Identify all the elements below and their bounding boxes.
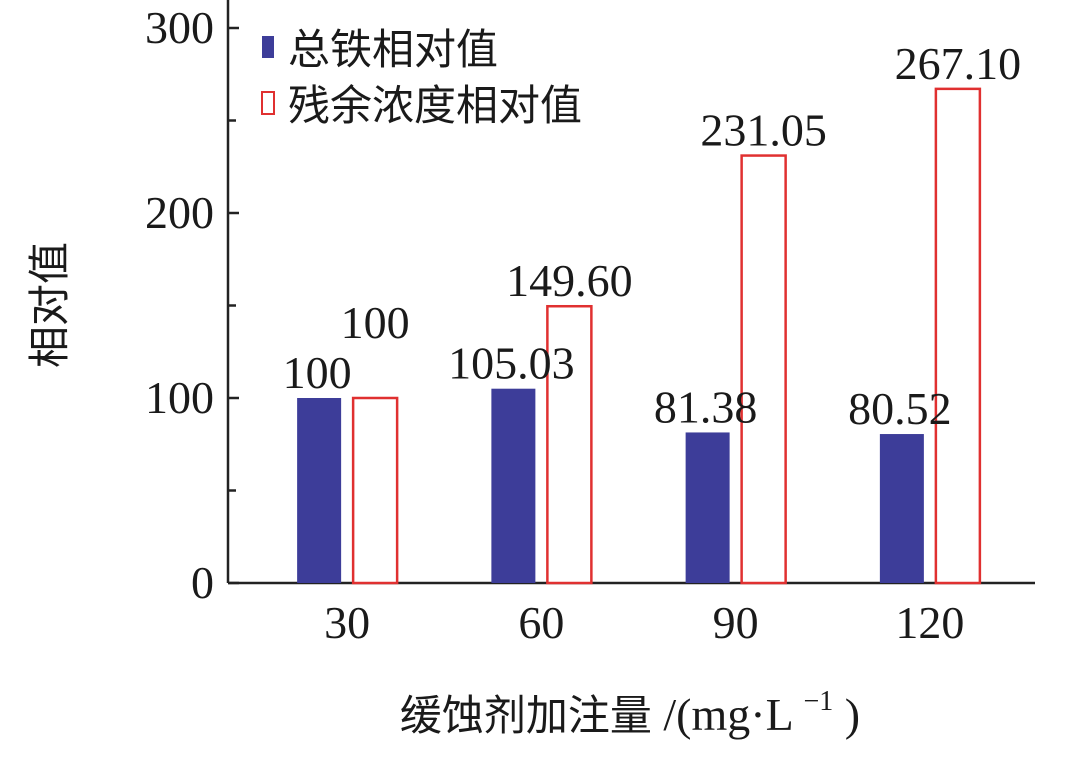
bar: [491, 388, 536, 583]
bars: [297, 87, 982, 585]
bar-data-label: 149.60: [506, 255, 633, 306]
axes: 0 100 200 300 30 60 90 120: [145, 0, 1035, 648]
bar-data-label: 100: [341, 297, 410, 348]
x-axis-title-main: 缓蚀剂加注量: [400, 691, 652, 740]
bar: [879, 434, 924, 583]
y-tick-label: 0: [191, 557, 214, 608]
y-tick-label: 300: [145, 2, 214, 53]
bar: [297, 398, 342, 583]
bar-data-label: 231.05: [700, 105, 827, 156]
x-tick-label: 90: [713, 597, 759, 648]
x-axis-title-unit-exp: −1: [803, 686, 833, 717]
bar-data-label: 105.03: [448, 338, 575, 389]
bar-data-label: 81.38: [654, 381, 758, 432]
x-tick-label: 120: [895, 597, 964, 648]
bar-data-label: 100: [283, 347, 352, 398]
x-axis-title-unit: /(mg·L: [663, 689, 792, 740]
bar: [685, 432, 730, 583]
bar: [740, 154, 787, 585]
legend-label: 残余浓度相对值: [288, 81, 582, 130]
legend-label: 总铁相对值: [288, 25, 498, 74]
x-tick-label: 30: [324, 597, 370, 648]
x-tick-label: 60: [518, 597, 564, 648]
bar-data-label: 80.52: [848, 383, 952, 434]
x-axis-title-unit-close: ): [845, 689, 860, 740]
x-axis-title: 缓蚀剂加注量 /(mg·L −1 ): [400, 669, 860, 740]
bar: [546, 304, 593, 585]
y-tick-label: 100: [145, 372, 214, 423]
y-axis-title: 相对值: [25, 242, 74, 368]
legend-swatch: [261, 91, 275, 115]
bar: [934, 87, 982, 585]
bar: [351, 396, 399, 585]
legend-swatch: [262, 36, 274, 58]
bar-data-label: 267.10: [895, 38, 1022, 89]
y-tick-label: 200: [145, 187, 214, 238]
